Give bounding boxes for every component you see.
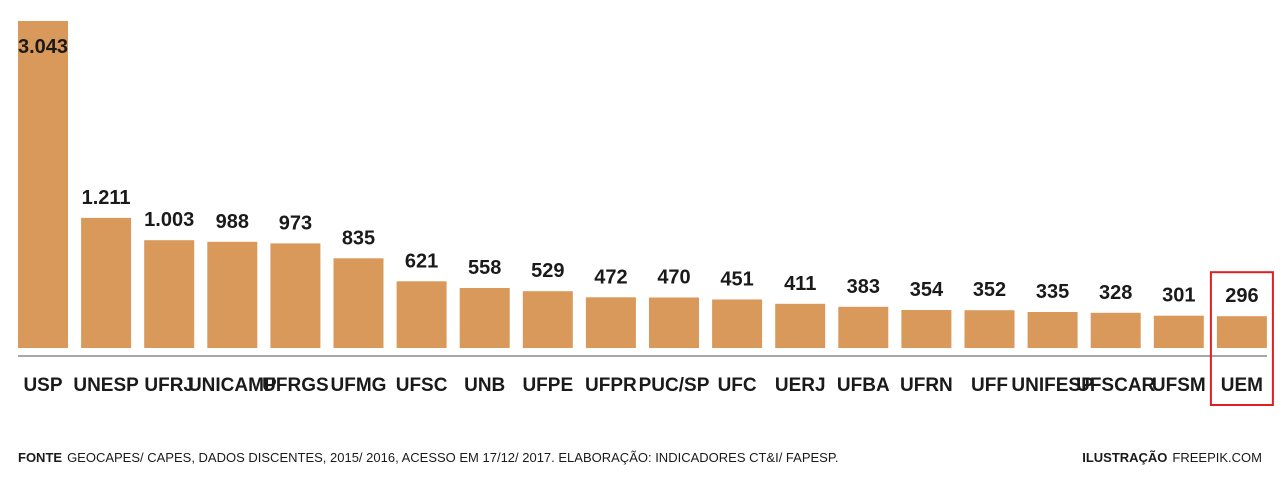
value-label-ufmg: 835 — [342, 227, 375, 249]
category-label-ufba: UFBA — [837, 375, 890, 396]
bar-usp — [18, 21, 68, 348]
bar-ufsc — [396, 281, 447, 348]
source-note: FONTE GEOCAPES/ CAPES, DADOS DISCENTES, 2… — [18, 450, 838, 465]
value-label-ufpr: 472 — [594, 266, 627, 288]
value-label-uem: 296 — [1225, 285, 1258, 307]
highlight-box — [1209, 271, 1274, 407]
category-label-ufpr: UFPR — [585, 375, 637, 396]
bars-group — [18, 21, 1267, 348]
category-label-unicamp: UNICAMP — [188, 375, 277, 396]
credit-label: ILUSTRAÇÃO — [1082, 450, 1168, 465]
bar-ufba — [838, 306, 889, 348]
bar-uem — [1216, 316, 1267, 348]
category-label-puc-sp: PUC/SP — [639, 375, 710, 396]
credit-text: FREEPIK.COM — [1172, 450, 1262, 465]
value-label-ufrgs: 973 — [279, 212, 312, 234]
value-label-ufrj: 1.003 — [144, 209, 194, 231]
value-label-ufscar: 328 — [1099, 282, 1132, 304]
bar-puc-sp — [649, 297, 699, 348]
bar-unesp — [81, 217, 132, 348]
value-label-puc-sp: 470 — [657, 267, 690, 289]
value-label-unesp: 1.211 — [82, 187, 131, 209]
bar-ufc — [712, 299, 763, 348]
value-label-ufba: 383 — [847, 276, 880, 298]
illustration-credit: ILUSTRAÇÃO FREEPIK.COM — [1082, 450, 1262, 465]
value-label-ufrn: 354 — [910, 279, 944, 301]
category-label-ufscar: UFSCAR — [1076, 375, 1155, 396]
bar-chart: 3.043 USP 1.211 UNESP 1.003 UFRJ 988 UNICAMP 973… — [18, 21, 1274, 407]
value-label-usp: 3.043 — [18, 36, 68, 58]
value-label-ufc: 451 — [720, 269, 753, 291]
source-label: FONTE — [18, 450, 63, 465]
category-label-ufsm: UFSM — [1152, 375, 1206, 396]
value-label-ufpe: 529 — [531, 260, 564, 282]
category-label-unifesp: UNIFESP — [1011, 375, 1094, 396]
bar-ufrgs — [270, 243, 321, 348]
value-label-uerj: 411 — [784, 273, 816, 295]
category-label-unb: UNB — [464, 375, 505, 396]
value-label-unicamp: 988 — [216, 211, 249, 233]
category-label-ufrgs: UFRGS — [262, 375, 329, 396]
category-label-ufrj: UFRJ — [144, 375, 194, 396]
category-label-uff: UFF — [971, 375, 1008, 396]
value-label-unifesp: 335 — [1036, 281, 1069, 303]
bar-unicamp — [207, 241, 258, 348]
bar-ufpe — [522, 291, 573, 348]
value-label-uff: 352 — [973, 279, 1006, 301]
category-label-ufsc: UFSC — [396, 375, 448, 396]
value-label-ufsc: 621 — [405, 250, 438, 272]
category-label-uerj: UERJ — [775, 375, 826, 396]
bar-uerj — [775, 303, 826, 348]
bar-unifesp — [1027, 312, 1078, 348]
category-label-usp: USP — [23, 375, 62, 396]
bar-ufmg — [333, 258, 384, 348]
bar-ufsm — [1153, 315, 1204, 348]
value-label-unb: 558 — [468, 257, 501, 279]
source-text: GEOCAPES/ CAPES, DADOS DISCENTES, 2015/ … — [67, 450, 839, 465]
bar-unb — [459, 288, 510, 348]
value-label-ufsm: 301 — [1162, 285, 1195, 307]
category-label-unesp: UNESP — [73, 375, 139, 396]
category-label-uem: UEM — [1221, 375, 1263, 396]
bar-ufscar — [1090, 312, 1141, 348]
bar-uff — [964, 310, 1015, 348]
category-label-ufpe: UFPE — [522, 375, 573, 396]
category-label-ufrn: UFRN — [900, 375, 953, 396]
bar-ufpr — [585, 297, 636, 348]
labels-group: 3.043 USP 1.211 UNESP 1.003 UFRJ 988 UNICAMP 973… — [18, 36, 1263, 396]
category-label-ufc: UFC — [718, 375, 757, 396]
bar-ufrn — [901, 310, 952, 348]
category-label-ufmg: UFMG — [331, 375, 387, 396]
bar-ufrj — [144, 240, 195, 348]
